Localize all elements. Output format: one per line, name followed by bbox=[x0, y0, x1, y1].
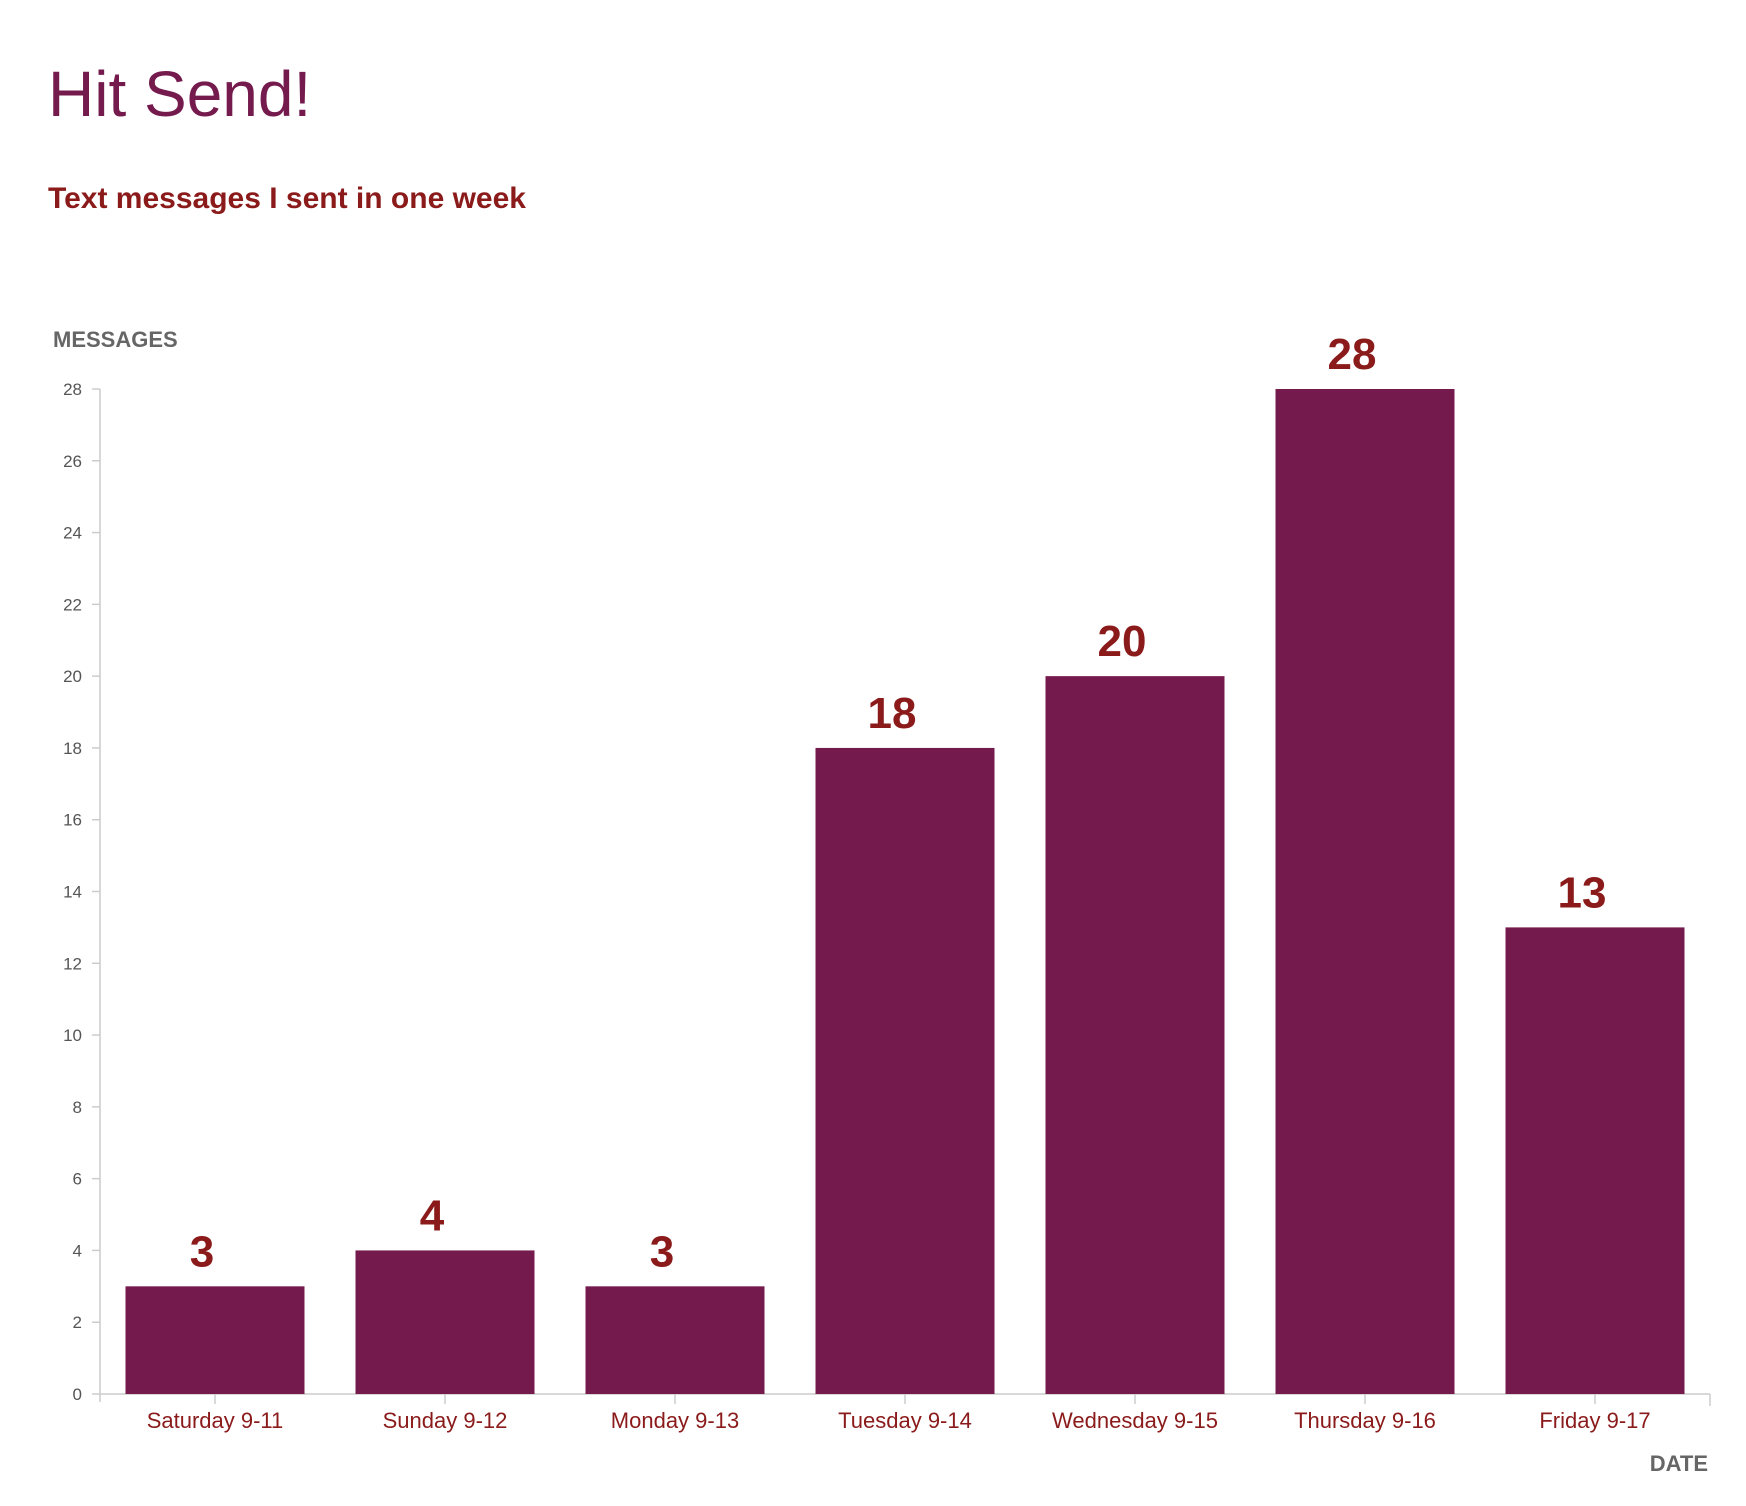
y-tick-label: 6 bbox=[73, 1170, 82, 1189]
data-label: 4 bbox=[420, 1191, 445, 1240]
y-tick-label: 20 bbox=[63, 667, 82, 686]
y-tick-label: 10 bbox=[63, 1026, 82, 1045]
x-tick-label: Monday 9-13 bbox=[611, 1408, 739, 1433]
x-axis-title: DATE bbox=[1650, 1451, 1708, 1476]
page-title: Hit Send! bbox=[48, 58, 312, 130]
data-label: 3 bbox=[650, 1227, 674, 1276]
y-tick-label: 8 bbox=[73, 1098, 82, 1117]
x-tick-label: Tuesday 9-14 bbox=[838, 1408, 972, 1433]
y-tick-label: 0 bbox=[73, 1385, 82, 1404]
y-tick-label: 16 bbox=[63, 811, 82, 830]
bar bbox=[815, 747, 995, 1394]
y-tick-label: 12 bbox=[63, 954, 82, 973]
data-label: 18 bbox=[868, 689, 917, 738]
bar bbox=[355, 1250, 535, 1394]
data-label: 28 bbox=[1328, 330, 1377, 379]
data-label: 20 bbox=[1098, 617, 1147, 666]
bar bbox=[1505, 927, 1685, 1394]
y-tick-label: 14 bbox=[63, 883, 82, 902]
x-tick-label: Saturday 9-11 bbox=[147, 1408, 284, 1433]
bar bbox=[1045, 676, 1225, 1394]
data-label: 13 bbox=[1558, 868, 1607, 917]
bar bbox=[1275, 389, 1455, 1394]
y-tick-label: 18 bbox=[63, 739, 82, 758]
y-tick-label: 2 bbox=[73, 1313, 82, 1332]
y-tick-label: 4 bbox=[73, 1241, 82, 1260]
chart-bars bbox=[125, 389, 1685, 1394]
bar bbox=[585, 1286, 765, 1394]
y-axis-title: MESSAGES bbox=[53, 327, 178, 352]
y-tick-label: 26 bbox=[63, 452, 82, 471]
data-label: 3 bbox=[190, 1227, 214, 1276]
y-tick-label: 22 bbox=[63, 595, 82, 614]
x-tick-label: Wednesday 9-15 bbox=[1052, 1408, 1218, 1433]
page-subtitle: Text messages I sent in one week bbox=[48, 182, 526, 215]
x-tick-label: Sunday 9-12 bbox=[383, 1408, 508, 1433]
chart-data-labels: 3 4 3 18 20 28 13 bbox=[190, 330, 1607, 1276]
y-tick-label: 28 bbox=[63, 380, 82, 399]
x-tick-label: Thursday 9-16 bbox=[1294, 1408, 1436, 1433]
x-tick-label: Friday 9-17 bbox=[1539, 1408, 1650, 1433]
y-tick-label: 24 bbox=[63, 524, 82, 543]
bar bbox=[125, 1286, 305, 1394]
